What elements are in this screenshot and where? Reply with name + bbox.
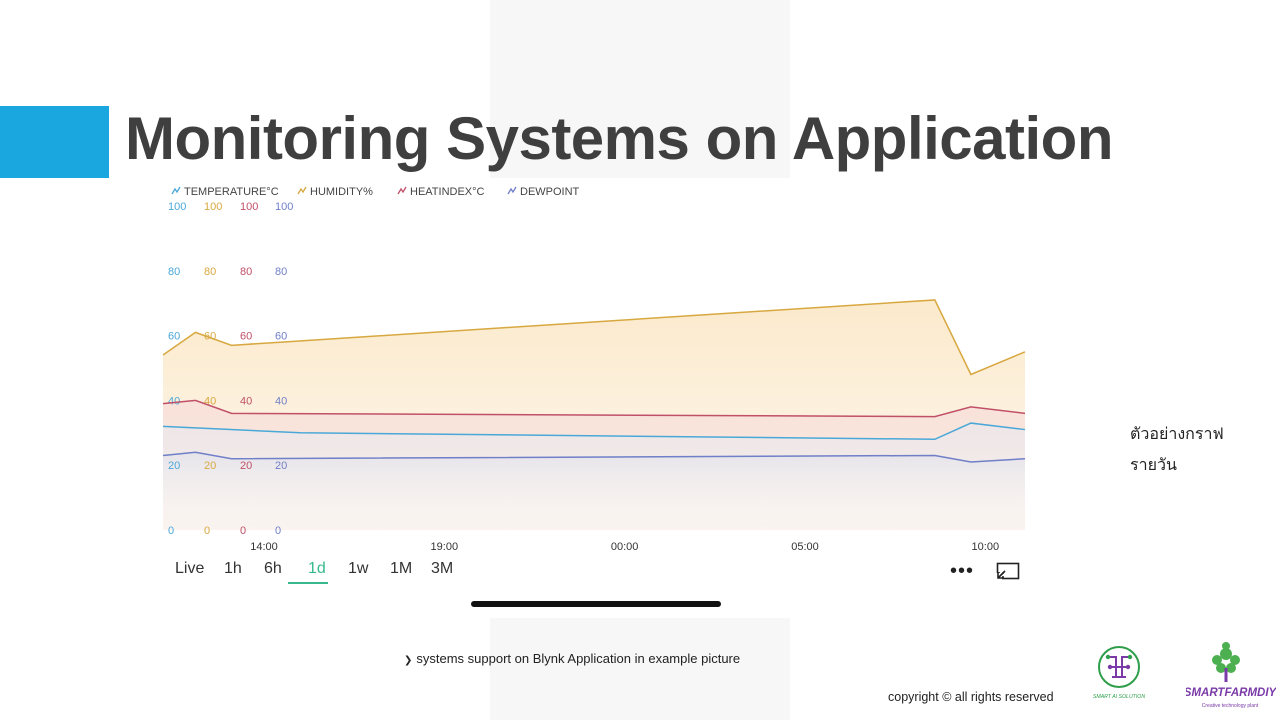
y-tick-label: 80	[275, 266, 287, 278]
y-tick-label: 20	[204, 460, 216, 472]
x-tick-label: 05:00	[791, 541, 819, 553]
legend-swatch	[507, 186, 517, 195]
tab-1d[interactable]: 1d	[308, 560, 326, 577]
x-tick-label: 10:00	[972, 541, 1000, 553]
caption: ❯ systems support on Blynk Application in…	[404, 651, 740, 666]
y-tick-label: 0	[204, 525, 210, 537]
graph-note-line1: ตัวอย่างกราฟ	[1130, 424, 1224, 443]
active-tab-underline	[288, 582, 328, 584]
fullscreen-exit-icon[interactable]	[996, 562, 1020, 585]
smartfarmdiy-logo: SMARTFARMDIY Creative technology plant	[1184, 640, 1278, 715]
y-tick-label: 0	[168, 525, 174, 537]
y-tick-label: 0	[240, 525, 246, 537]
legend-label: TEMPERATURE°C	[184, 186, 279, 198]
slide-title: Monitoring Systems on Application	[125, 105, 1113, 172]
tab-live[interactable]: Live	[175, 560, 205, 577]
y-tick-label: 60	[204, 331, 216, 343]
logo2-text: SMARTFARMDIY	[1186, 687, 1276, 699]
bullet-icon: ❯	[404, 655, 413, 666]
line-temperaturec	[162, 422, 1026, 441]
y-tick-label: 80	[240, 266, 252, 278]
y-tick-label: 60	[168, 331, 180, 343]
tab-6h[interactable]: 6h	[264, 560, 282, 577]
smart-ai-solution-logo: SMART AI SOLUTION	[1086, 642, 1152, 702]
x-tick-label: 00:00	[611, 541, 639, 553]
graph-note: ตัวอย่างกราฟ รายวัน	[1130, 418, 1250, 480]
title-accent-bar	[0, 106, 109, 178]
line-dewpoint	[162, 451, 1026, 463]
copyright-text: copyright © all rights reserved	[888, 690, 1054, 704]
y-tick-label: 80	[168, 266, 180, 278]
logo1-text: SMART AI SOLUTION	[1093, 694, 1145, 700]
y-tick-label: 60	[275, 331, 287, 343]
y-tick-label: 40	[275, 395, 287, 407]
y-tick-label: 20	[275, 460, 287, 472]
legend-label: HEATINDEX°C	[410, 186, 485, 198]
line-heatindexc	[162, 399, 1026, 418]
line-humidity	[162, 299, 1026, 376]
x-tick-label: 19:00	[431, 541, 459, 553]
caption-text: systems support on Blynk Application in …	[416, 651, 741, 666]
legend-label: HUMIDITY%	[310, 186, 373, 198]
logo2-tagline: Creative technology plant	[1202, 703, 1259, 709]
area-dewpoint	[163, 452, 1025, 530]
tab-3m[interactable]: 3M	[431, 560, 454, 577]
tab-1m[interactable]: 1M	[390, 560, 413, 577]
more-horizontal-icon[interactable]: •••	[950, 560, 975, 582]
y-tick-label: 100	[168, 201, 186, 213]
y-tick-label: 20	[168, 460, 180, 472]
graph-note-line2: รายวัน	[1130, 455, 1177, 474]
y-tick-label: 40	[240, 395, 252, 407]
tab-1w[interactable]: 1w	[348, 560, 369, 577]
legend-swatch	[171, 186, 181, 195]
home-indicator	[471, 601, 721, 607]
tab-1h[interactable]: 1h	[224, 560, 242, 577]
legend-swatch	[397, 186, 407, 195]
y-tick-label: 40	[168, 395, 180, 407]
y-tick-label: 100	[240, 201, 258, 213]
legend-label: DEWPOINT	[520, 186, 580, 198]
y-tick-label: 0	[275, 525, 281, 537]
y-tick-label: 20	[240, 460, 252, 472]
y-tick-label: 100	[204, 201, 222, 213]
legend-swatch	[297, 186, 307, 195]
x-tick-label: 14:00	[250, 541, 278, 553]
y-tick-label: 80	[204, 266, 216, 278]
y-tick-label: 60	[240, 331, 252, 343]
y-tick-label: 100	[275, 201, 293, 213]
